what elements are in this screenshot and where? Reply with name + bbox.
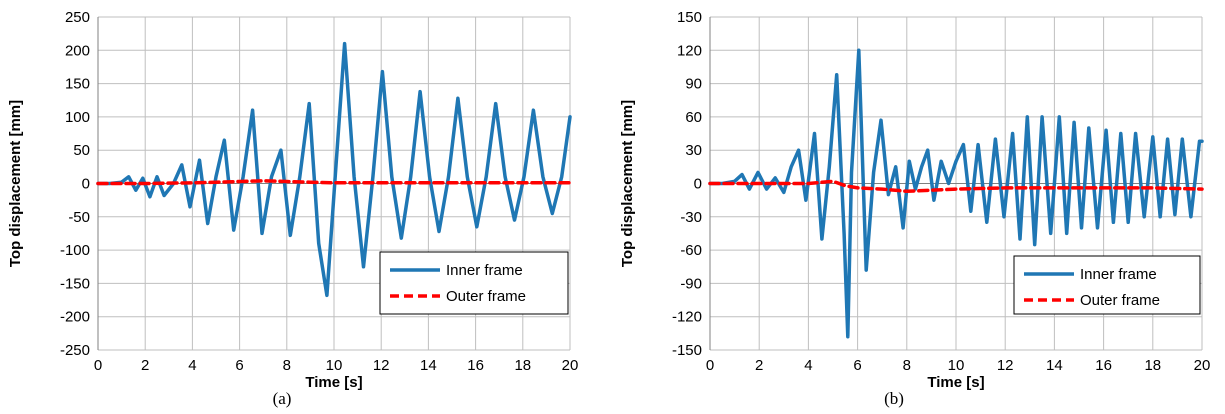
x-tick-label: 8 (283, 357, 291, 374)
y-tick-label: 30 (685, 142, 702, 159)
x-tick-label: 2 (141, 357, 149, 374)
y-tick-label: 150 (65, 76, 90, 93)
y-axis-label: Top displacement [mm] (619, 100, 636, 267)
legend-box (379, 251, 569, 315)
y-tick-label: -200 (60, 309, 90, 326)
y-tick-label: -100 (60, 242, 90, 259)
x-tick-label: 0 (706, 357, 714, 374)
y-tick-label: -50 (68, 209, 90, 226)
legend: Inner frame Outer frame (379, 251, 569, 315)
x-tick-label: 20 (562, 357, 579, 374)
x-axis-label: Time [s] (305, 374, 362, 391)
legend-entry: Outer frame (1080, 292, 1160, 309)
y-tick-label: 50 (73, 142, 90, 159)
y-tick-label: 250 (65, 9, 90, 26)
y-tick-label: 60 (685, 109, 702, 126)
y-tick-label: 0 (82, 176, 90, 193)
panel-label: (a) (273, 389, 292, 408)
y-tick-label: 90 (685, 76, 702, 93)
x-tick-label: 0 (94, 357, 102, 374)
y-tick-label: -90 (680, 275, 702, 292)
y-tick-label: -120 (672, 309, 702, 326)
legend-entry: Outer frame (446, 288, 526, 305)
y-tick-label: 100 (65, 109, 90, 126)
y-tick-label: 200 (65, 42, 90, 59)
legend-box (1013, 255, 1201, 315)
outer-frame-series-line (708, 179, 1204, 194)
outer-frame-series-line (96, 179, 572, 186)
y-tick-label: 0 (694, 176, 702, 193)
panel-label: (b) (884, 389, 904, 408)
x-tick-label: 4 (188, 357, 196, 374)
y-tick-label: -60 (680, 242, 702, 259)
x-tick-label: 18 (1144, 357, 1161, 374)
y-tick-label: -30 (680, 209, 702, 226)
y-tick-label: -250 (60, 342, 90, 359)
x-tick-label: 6 (235, 357, 243, 374)
y-axis-label: Top displacement [mm] (7, 100, 24, 267)
panel-a-chart: -250 -200 -150 -100 -50 0 50 100 150 200 250 0 2 4 6 8 1… (7, 9, 578, 408)
x-tick-label: 16 (1095, 357, 1112, 374)
inner-frame-series-line (96, 41, 572, 298)
x-tick-label: 4 (804, 357, 812, 374)
y-tick-label: -150 (672, 342, 702, 359)
x-tick-label: 20 (1194, 357, 1211, 374)
legend-entry: Inner frame (1080, 266, 1157, 283)
x-tick-label: 12 (997, 357, 1014, 374)
x-axis-label: Time [s] (927, 374, 984, 391)
legend-entry: Inner frame (446, 262, 523, 279)
x-tick-label: 10 (326, 357, 343, 374)
x-tick-label: 16 (467, 357, 484, 374)
x-tick-label: 8 (903, 357, 911, 374)
x-tick-label: 10 (948, 357, 965, 374)
x-tick-label: 14 (1046, 357, 1063, 374)
x-tick-label: 18 (514, 357, 531, 374)
x-tick-label: 6 (853, 357, 861, 374)
y-tick-label: 120 (677, 42, 702, 59)
y-tick-label: 150 (677, 9, 702, 26)
x-tick-label: 12 (373, 357, 390, 374)
panel-b-chart: -150 -120 -90 -60 -30 0 30 60 90 120 150 0 2 4 6 8 10 12 1… (619, 9, 1210, 408)
y-tick-label: -150 (60, 275, 90, 292)
x-tick-label: 2 (755, 357, 763, 374)
inner-frame-series-line (708, 48, 1204, 339)
x-tick-label: 14 (420, 357, 437, 374)
legend: Inner frame Outer frame (1013, 255, 1201, 315)
